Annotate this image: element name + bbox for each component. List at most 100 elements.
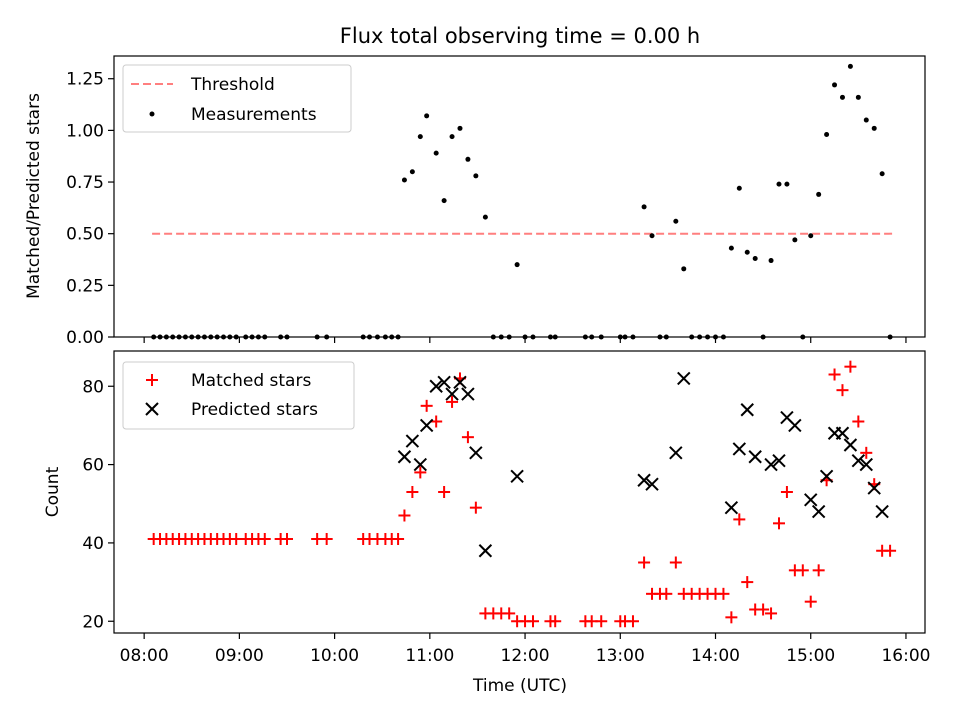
predicted-star-point [637,473,651,487]
measurements-legend-marker [149,111,155,117]
measurement-point [792,237,798,243]
top-plot: 0.00 0.25 0.50 0.75 1.00 1.25 Matched/Predict… [24,55,926,348]
measurement-point [824,132,830,138]
predicted-legend-label: Predicted stars [191,400,318,420]
measurement-point [776,181,782,187]
x-axis-label: Time (UTC) [472,676,567,696]
measurement-point [744,249,750,255]
predicted-star-point [772,453,786,468]
measurement-point [441,198,447,204]
x-tick-label: 08:00 [120,646,169,666]
matched-star-point [469,501,482,514]
measurement-point [641,204,647,210]
measurement-point [433,150,439,156]
predicted-legend-marker [145,402,159,416]
matched-star-point [626,615,639,628]
measurement-point [449,134,455,140]
matched-star-point [280,533,293,545]
matched-star-point [414,466,427,479]
matched-star-point [717,587,730,600]
x-tick-label: 14:00 [691,646,740,666]
measurement-point [855,94,861,100]
matched-star-point [844,360,857,373]
predicted-stars-series [397,371,889,558]
predicted-star-point [764,457,778,472]
measurement-point [871,125,877,131]
measurement-point [768,258,774,264]
matched-star-point [595,615,608,628]
bottom-y-tick-label: 60 [82,456,104,476]
matched-star-point [392,533,405,545]
x-tick-label: 11:00 [405,646,454,666]
measurement-point [409,169,415,175]
top-y-tick-label: 1.25 [66,70,104,90]
predicted-star-point [405,434,420,448]
predicted-star-point [445,387,459,401]
predicted-star-point [843,438,858,452]
matched-star-point [549,615,562,628]
top-y-tick-label: 0.50 [66,225,104,245]
measurement-point [728,245,734,251]
bottom-y-axis-label: Count [43,466,63,517]
top-y-tick-label: 1.00 [66,121,104,141]
matched-star-point [438,486,451,498]
x-tick-label: 09:00 [215,646,264,666]
top-plot-frame [113,55,926,338]
predicted-star-point [437,375,451,390]
predicted-star-point [397,450,412,464]
bottom-plot: 08:00 09:00 10:00 11:00 12:00 13:00 14:00 15:00… [43,350,930,696]
measurement-point [401,177,407,183]
predicted-star-point [478,544,493,558]
predicted-star-point [677,371,691,386]
measurements-legend-label: Measurements [191,105,317,125]
predicted-star-point [461,387,475,401]
matched-star-point [320,533,333,545]
predicted-star-point [724,500,739,515]
x-tick-label: 15:00 [786,646,835,666]
measurement-point [514,262,520,268]
top-y-axis-label: Matched/Predicted stars [24,93,44,299]
predicted-star-point [867,481,881,495]
measurement-point [863,117,869,123]
measurement-point [736,185,742,191]
bottom-y-tick-label: 40 [82,534,104,554]
matched-star-point [836,384,849,397]
matched-star-point [406,486,419,498]
predicted-star-point [851,453,866,468]
top-y-tick-label: 0.75 [66,173,104,193]
predicted-star-point [469,446,483,460]
matched-star-point [860,446,873,459]
measurement-point [649,233,655,239]
matched-star-point [828,368,841,381]
predicted-star-point [804,493,818,507]
matched-star-point [258,533,271,545]
matched-star-point [430,415,443,428]
measurement-point [424,113,430,119]
matched-star-point [503,607,516,620]
predicted-star-point [510,469,524,484]
matched-star-point [812,564,825,577]
measurement-point [465,156,471,162]
matched-star-point [852,415,865,428]
predicted-star-point [645,477,659,491]
predicted-star-point [859,457,873,472]
predicted-star-point [419,418,434,433]
x-tick-label: 16:00 [881,646,930,666]
predicted-star-point [413,457,428,472]
matched-legend-marker [146,374,158,386]
matched-star-point [526,615,539,628]
threshold-legend-label: Threshold [190,75,275,95]
matched-star-point [420,399,433,412]
bottom-plot-frame [113,350,926,634]
predicted-star-point [748,450,762,464]
top-y-tick-label: 0.00 [66,328,104,348]
matched-star-point [461,431,474,444]
predicted-star-point [819,469,834,484]
matched-star-point [398,509,411,522]
matched-star-point [733,513,746,526]
top-legend-box [122,64,352,133]
matched-star-point [638,556,651,569]
matched-star-point [660,587,673,600]
measurement-point [681,266,687,272]
